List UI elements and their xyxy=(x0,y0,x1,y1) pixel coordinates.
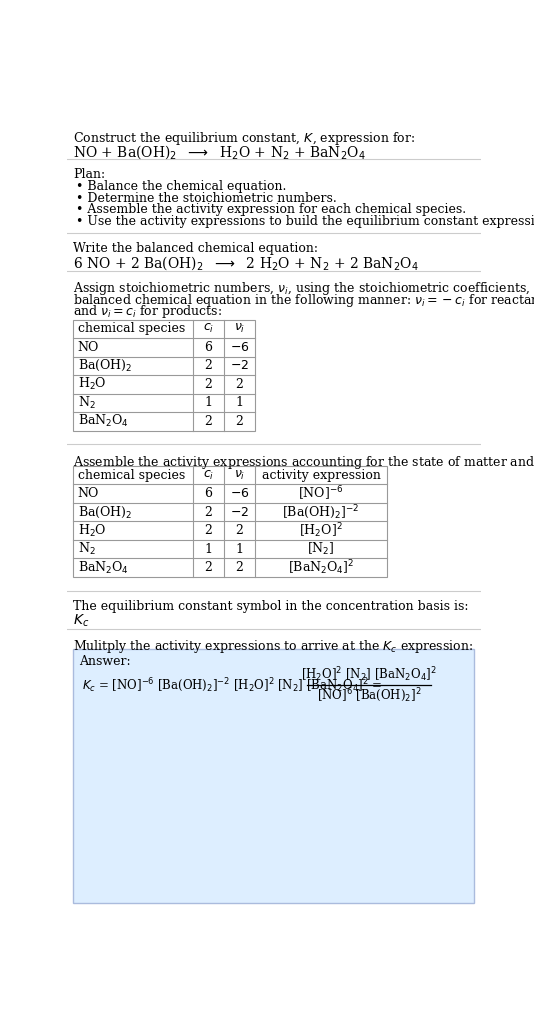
Text: 2: 2 xyxy=(235,524,244,537)
Text: $c_i$: $c_i$ xyxy=(203,469,214,482)
Text: 2: 2 xyxy=(205,415,213,428)
Text: N$_2$: N$_2$ xyxy=(77,541,95,557)
Text: NO: NO xyxy=(77,487,99,500)
Text: $K_c$: $K_c$ xyxy=(73,613,89,629)
Text: 2: 2 xyxy=(205,378,213,391)
Text: [H$_2$O]$^2$: [H$_2$O]$^2$ xyxy=(299,522,343,540)
Text: balanced chemical equation in the following manner: $\nu_i = -c_i$ for reactants: balanced chemical equation in the follow… xyxy=(73,292,534,309)
Text: • Determine the stoichiometric numbers.: • Determine the stoichiometric numbers. xyxy=(76,192,337,205)
Text: Assign stoichiometric numbers, $\nu_i$, using the stoichiometric coefficients, $: Assign stoichiometric numbers, $\nu_i$, … xyxy=(73,281,534,297)
Text: [H$_2$O]$^2$ [N$_2$] [BaN$_2$O$_4$]$^2$: [H$_2$O]$^2$ [N$_2$] [BaN$_2$O$_4$]$^2$ xyxy=(301,666,437,684)
Text: NO: NO xyxy=(77,341,99,354)
Text: chemical species: chemical species xyxy=(77,323,185,335)
Text: The equilibrium constant symbol in the concentration basis is:: The equilibrium constant symbol in the c… xyxy=(73,600,468,613)
Text: BaN$_2$O$_4$: BaN$_2$O$_4$ xyxy=(77,414,129,429)
Text: [NO]$^6$ [Ba(OH)$_2$]$^2$: [NO]$^6$ [Ba(OH)$_2$]$^2$ xyxy=(317,686,421,703)
Text: [BaN$_2$O$_4$]$^2$: [BaN$_2$O$_4$]$^2$ xyxy=(288,558,354,577)
Text: H$_2$O: H$_2$O xyxy=(77,377,106,392)
Bar xyxy=(73,649,474,903)
Text: N$_2$: N$_2$ xyxy=(77,395,95,410)
Text: • Use the activity expressions to build the equilibrium constant expression.: • Use the activity expressions to build … xyxy=(76,214,534,228)
Text: 2: 2 xyxy=(235,378,244,391)
Text: Ba(OH)$_2$: Ba(OH)$_2$ xyxy=(77,504,132,520)
Text: 2: 2 xyxy=(235,415,244,428)
Text: chemical species: chemical species xyxy=(77,469,185,482)
Text: [Ba(OH)$_2$]$^{-2}$: [Ba(OH)$_2$]$^{-2}$ xyxy=(282,503,359,521)
Text: 6: 6 xyxy=(205,341,213,354)
Text: Assemble the activity expressions accounting for the state of matter and $\nu_i$: Assemble the activity expressions accoun… xyxy=(73,453,534,471)
Text: BaN$_2$O$_4$: BaN$_2$O$_4$ xyxy=(77,560,129,576)
Text: Ba(OH)$_2$: Ba(OH)$_2$ xyxy=(77,358,132,374)
Text: $-6$: $-6$ xyxy=(230,341,249,354)
Text: $-2$: $-2$ xyxy=(230,359,249,373)
Bar xyxy=(73,320,255,431)
Text: 6: 6 xyxy=(205,487,213,500)
Text: Construct the equilibrium constant, $K$, expression for:: Construct the equilibrium constant, $K$,… xyxy=(73,131,415,147)
Text: 2: 2 xyxy=(205,359,213,373)
Bar xyxy=(73,466,387,577)
Text: Plan:: Plan: xyxy=(73,167,105,181)
Text: $\nu_i$: $\nu_i$ xyxy=(234,323,245,336)
Text: • Balance the chemical equation.: • Balance the chemical equation. xyxy=(76,181,286,193)
Text: $\nu_i$: $\nu_i$ xyxy=(234,469,245,482)
Text: 1: 1 xyxy=(235,542,244,555)
Text: [N$_2$]: [N$_2$] xyxy=(307,541,335,557)
Text: NO + Ba(OH)$_2$  $\longrightarrow$  H$_2$O + N$_2$ + BaN$_2$O$_4$: NO + Ba(OH)$_2$ $\longrightarrow$ H$_2$O… xyxy=(73,143,366,161)
Text: $-6$: $-6$ xyxy=(230,487,249,500)
Text: Answer:: Answer: xyxy=(79,655,131,669)
Text: 1: 1 xyxy=(235,396,244,409)
Text: 2: 2 xyxy=(205,505,213,519)
Text: $-2$: $-2$ xyxy=(230,505,249,519)
Text: 2: 2 xyxy=(205,562,213,574)
Text: $c_i$: $c_i$ xyxy=(203,323,214,336)
Text: Write the balanced chemical equation:: Write the balanced chemical equation: xyxy=(73,242,318,255)
Text: activity expression: activity expression xyxy=(262,469,380,482)
Text: H$_2$O: H$_2$O xyxy=(77,523,106,539)
Text: Mulitply the activity expressions to arrive at the $K_c$ expression:: Mulitply the activity expressions to arr… xyxy=(73,638,473,655)
Text: $K_c$ = [NO]$^{-6}$ [Ba(OH)$_2$]$^{-2}$ [H$_2$O]$^2$ [N$_2$] [BaN$_2$O$_4$]$^2$ : $K_c$ = [NO]$^{-6}$ [Ba(OH)$_2$]$^{-2}$ … xyxy=(82,676,383,693)
Text: and $\nu_i = c_i$ for products:: and $\nu_i = c_i$ for products: xyxy=(73,303,222,321)
Text: 6 NO + 2 Ba(OH)$_2$  $\longrightarrow$  2 H$_2$O + N$_2$ + 2 BaN$_2$O$_4$: 6 NO + 2 Ba(OH)$_2$ $\longrightarrow$ 2 … xyxy=(73,254,419,272)
Text: 1: 1 xyxy=(205,396,213,409)
Text: 2: 2 xyxy=(205,524,213,537)
Text: • Assemble the activity expression for each chemical species.: • Assemble the activity expression for e… xyxy=(76,203,466,216)
Text: 2: 2 xyxy=(235,562,244,574)
Text: [NO]$^{-6}$: [NO]$^{-6}$ xyxy=(299,485,344,502)
Text: 1: 1 xyxy=(205,542,213,555)
